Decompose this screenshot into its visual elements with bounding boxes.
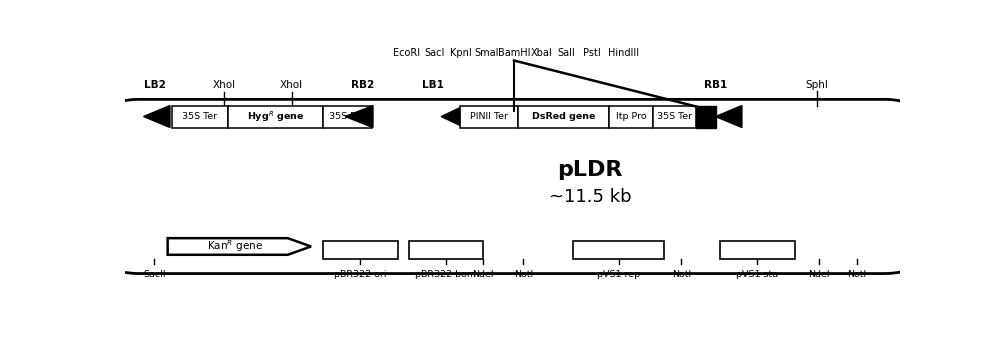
Polygon shape: [441, 108, 460, 125]
Text: Itp Pro: Itp Pro: [616, 112, 646, 121]
Text: EcoRI: EcoRI: [393, 48, 420, 58]
Bar: [409, 242, 483, 259]
Text: HindIII: HindIII: [608, 48, 639, 58]
Text: PINII Ter: PINII Ter: [470, 112, 508, 121]
Text: NdeI: NdeI: [472, 270, 494, 279]
Text: XhoI: XhoI: [280, 80, 303, 90]
Polygon shape: [345, 105, 373, 127]
Text: RB1: RB1: [704, 80, 727, 90]
Bar: [696, 105, 716, 127]
Text: SalI: SalI: [558, 48, 576, 58]
Text: ~11.5 kb: ~11.5 kb: [549, 188, 631, 206]
Polygon shape: [168, 238, 311, 255]
Text: NotI: NotI: [847, 270, 866, 279]
Bar: [323, 105, 372, 127]
Text: Kan$^R$ gene: Kan$^R$ gene: [207, 239, 263, 254]
Polygon shape: [144, 105, 170, 127]
Text: LB1: LB1: [422, 80, 444, 90]
Text: LB2: LB2: [144, 80, 165, 90]
Text: XhoI: XhoI: [213, 80, 236, 90]
Bar: [653, 105, 696, 127]
Bar: [323, 242, 398, 259]
Bar: [460, 105, 518, 127]
Text: Hyg$^R$ gene: Hyg$^R$ gene: [247, 109, 304, 124]
Bar: [609, 105, 653, 127]
Text: DsRed gene: DsRed gene: [532, 112, 595, 121]
Text: PstI: PstI: [583, 48, 601, 58]
Text: SmaI: SmaI: [475, 48, 499, 58]
Text: 35S Ter: 35S Ter: [182, 112, 217, 121]
Text: pVS1 rep: pVS1 rep: [597, 270, 640, 279]
Polygon shape: [716, 105, 742, 127]
Text: pVS1 sta: pVS1 sta: [736, 270, 778, 279]
Text: NdeI: NdeI: [808, 270, 829, 279]
Text: NotI: NotI: [514, 270, 533, 279]
Text: SphI: SphI: [806, 80, 829, 90]
Text: SacI: SacI: [425, 48, 445, 58]
Text: 35S Pro: 35S Pro: [329, 112, 366, 121]
Text: SacII: SacII: [143, 270, 166, 279]
Bar: [228, 105, 323, 127]
Text: pBR322 ori: pBR322 ori: [334, 270, 386, 279]
Text: 35S Ter: 35S Ter: [657, 112, 692, 121]
Bar: [172, 105, 228, 127]
Text: KpnI: KpnI: [450, 48, 472, 58]
Text: pBR322 bom: pBR322 bom: [415, 270, 476, 279]
Text: BamHI: BamHI: [498, 48, 530, 58]
Text: NotI: NotI: [672, 270, 691, 279]
Bar: [720, 242, 795, 259]
Text: XbaI: XbaI: [530, 48, 552, 58]
Text: RB2: RB2: [351, 80, 374, 90]
Bar: [518, 105, 609, 127]
Text: pLDR: pLDR: [557, 160, 623, 180]
Bar: [573, 242, 664, 259]
